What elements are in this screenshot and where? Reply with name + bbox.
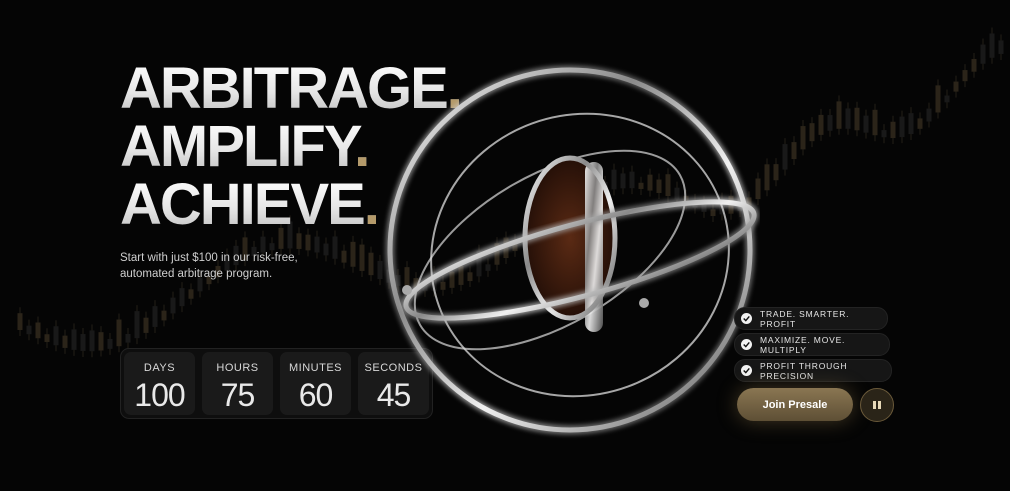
pause-button[interactable]: [860, 388, 894, 422]
check-icon: [741, 313, 752, 324]
countdown-value: 75: [220, 377, 256, 413]
countdown-value: 100: [134, 377, 185, 413]
countdown-label: MINUTES: [289, 362, 342, 374]
check-icon: [741, 339, 752, 350]
feature-tag: TRADE. SMARTER. PROFIT: [734, 307, 888, 330]
pause-icon: [873, 401, 881, 409]
gyroscope-orb-graphic: [385, 65, 759, 435]
feature-tag-label: MAXIMIZE. MOVE. MULTIPLY: [760, 334, 846, 355]
check-icon: [741, 365, 752, 376]
feature-tag: PROFIT THROUGH PRECISION: [734, 359, 892, 382]
hero-subtitle: Start with just $100 in our risk-free, a…: [120, 252, 298, 280]
feature-tag-label: TRADE. SMARTER. PROFIT: [760, 308, 850, 329]
feature-tag: MAXIMIZE. MOVE. MULTIPLY: [734, 333, 890, 356]
join-presale-button[interactable]: Join Presale: [737, 388, 853, 421]
headline-line-3: ACHIEVE.: [120, 176, 461, 234]
countdown-timer: DAYS 100 HOURS 75 MINUTES 60 SECONDS 45: [120, 348, 433, 419]
countdown-value: 60: [298, 377, 334, 413]
countdown-label: HOURS: [216, 362, 259, 374]
countdown-days: DAYS 100: [124, 352, 195, 415]
headline-line-2: AMPLIFY.: [120, 118, 461, 176]
countdown-label: DAYS: [143, 362, 176, 374]
countdown-minutes: MINUTES 60: [280, 352, 351, 415]
countdown-hours: HOURS 75: [202, 352, 273, 415]
feature-tag-label: PROFIT THROUGH PRECISION: [760, 360, 848, 381]
countdown-seconds: SECONDS 45: [358, 352, 429, 415]
countdown-value: 45: [376, 377, 412, 413]
countdown-label: SECONDS: [364, 362, 423, 374]
hero-headline: ARBITRAGE. AMPLIFY. ACHIEVE.: [120, 60, 463, 234]
feature-tags: TRADE. SMARTER. PROFIT MAXIMIZE. MOVE. M…: [734, 307, 892, 385]
